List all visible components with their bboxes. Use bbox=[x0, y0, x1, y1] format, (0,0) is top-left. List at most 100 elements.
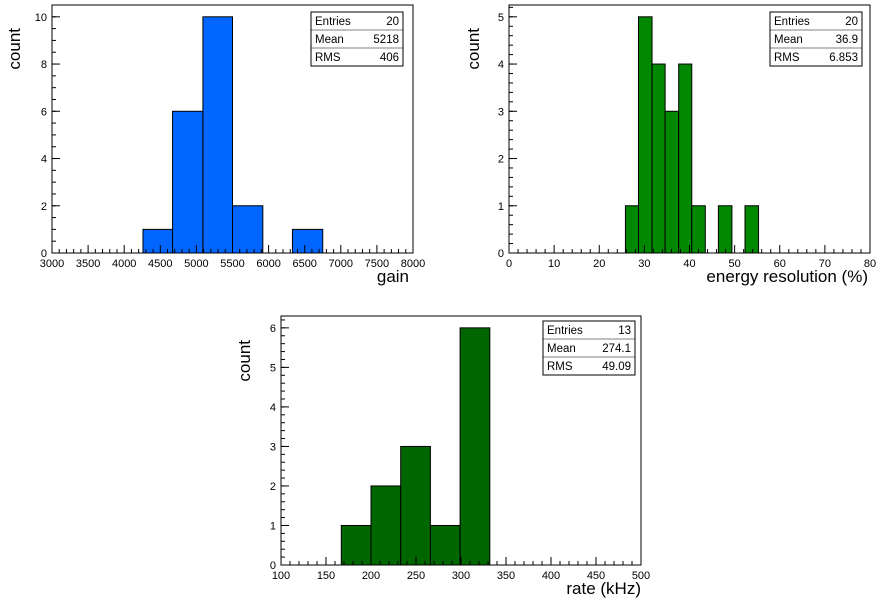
gain-stats-label-1: Mean bbox=[315, 34, 344, 46]
rate-stats-frame bbox=[542, 320, 636, 376]
rate-stats-value-2: 49.09 bbox=[602, 361, 631, 373]
rate-xtick-label-3: 250 bbox=[407, 570, 425, 582]
gain-ytick-label-5: 10 bbox=[35, 12, 47, 24]
energy-resolution-ytick-label-3: 3 bbox=[498, 106, 504, 118]
energy-resolution-stats-value-0: 20 bbox=[845, 16, 858, 28]
gain-ytick-label-0: 0 bbox=[41, 248, 47, 260]
rate-bar-3 bbox=[429, 524, 461, 566]
energy-resolution-stats-label-2: RMS bbox=[774, 52, 800, 64]
gain-y-axis-title: count bbox=[5, 28, 24, 70]
energy-resolution-stats-value-1: 36.9 bbox=[836, 34, 858, 46]
gain-xtick-label-5: 5500 bbox=[220, 258, 244, 270]
energy-resolution-stats-value-2: 6.853 bbox=[829, 52, 858, 64]
energy-resolution-xtick-label-6: 60 bbox=[774, 258, 786, 270]
gain-stats-frame bbox=[310, 11, 404, 67]
gain-ytick-label-2: 4 bbox=[41, 154, 47, 166]
energy-resolution-bar-1 bbox=[638, 16, 653, 254]
rate-ytick-label-3: 3 bbox=[270, 441, 276, 453]
gain-stats-value-0: 20 bbox=[386, 16, 399, 28]
energy-resolution-panel: 0 10 20 30 40 50 60 70 80 0 1 2 3 4 5 energy resolution… bbox=[464, 4, 876, 286]
energy-resolution-stats-box: Entries 20 Mean 36.9 RMS 6.853 bbox=[769, 11, 863, 67]
gain-xtick-label-4: 5000 bbox=[184, 258, 208, 270]
gain-xtick-label-1: 3500 bbox=[76, 258, 100, 270]
energy-resolution-stats-label-0: Entries bbox=[774, 16, 810, 28]
rate-xtick-label-7: 450 bbox=[587, 570, 605, 582]
rate-bar-2 bbox=[400, 445, 431, 566]
rate-panel: 100 150 200 250 300 350 400 450 500 0 1 2 3 4 5 6 rate (… bbox=[235, 315, 650, 598]
energy-resolution-xtick-label-8: 80 bbox=[864, 258, 876, 270]
gain-stats-value-2: 406 bbox=[380, 52, 399, 64]
rate-ytick-label-4: 4 bbox=[270, 402, 276, 414]
rate-ytick-label-6: 6 bbox=[270, 323, 276, 335]
energy-resolution-bar-0 bbox=[624, 205, 640, 254]
energy-resolution-bar-7 bbox=[744, 205, 760, 254]
gain-ytick-label-4: 8 bbox=[41, 59, 47, 71]
gain-bar-3 bbox=[232, 205, 264, 254]
gain-xtick-label-3: 4500 bbox=[148, 258, 172, 270]
gain-xtick-label-8: 7000 bbox=[329, 258, 353, 270]
rate-stats-box: Entries 13 Mean 274.1 RMS 49.09 bbox=[542, 320, 636, 376]
rate-xtick-label-2: 200 bbox=[362, 570, 380, 582]
gain-xtick-label-0: 3000 bbox=[40, 258, 64, 270]
rate-bar-0 bbox=[340, 524, 372, 566]
rate-x-axis-title: rate (kHz) bbox=[566, 579, 641, 598]
rate-stats-value-1: 274.1 bbox=[602, 343, 631, 355]
energy-resolution-bar-4 bbox=[678, 63, 693, 254]
energy-resolution-stats-frame bbox=[769, 11, 863, 67]
rate-ytick-label-0: 0 bbox=[270, 560, 276, 572]
gain-stats-label-0: Entries bbox=[315, 16, 351, 28]
rate-bar-4 bbox=[459, 327, 491, 566]
rate-bar-1 bbox=[370, 485, 402, 566]
energy-resolution-xtick-label-3: 30 bbox=[638, 258, 650, 270]
energy-resolution-stats-label-1: Mean bbox=[774, 34, 803, 46]
rate-xtick-label-0: 100 bbox=[272, 570, 290, 582]
gain-bar-2 bbox=[202, 16, 233, 254]
energy-resolution-ytick-label-4: 4 bbox=[498, 59, 504, 71]
energy-resolution-bar-6 bbox=[717, 205, 733, 254]
rate-stats-label-2: RMS bbox=[547, 361, 573, 373]
rate-xtick-label-1: 150 bbox=[317, 570, 335, 582]
energy-resolution-xtick-label-1: 10 bbox=[548, 258, 560, 270]
energy-resolution-xtick-label-5: 50 bbox=[729, 258, 741, 270]
energy-resolution-bar-5 bbox=[691, 205, 706, 254]
gain-bar-4 bbox=[291, 228, 324, 254]
gain-xtick-label-9: 7500 bbox=[365, 258, 389, 270]
rate-xtick-label-5: 350 bbox=[497, 570, 515, 582]
gain-stats-box: Entries 20 Mean 5218 RMS 406 bbox=[310, 11, 404, 67]
gain-bar-0 bbox=[142, 228, 174, 254]
energy-resolution-ytick-label-0: 0 bbox=[498, 248, 504, 260]
energy-resolution-bar-3 bbox=[664, 110, 680, 254]
gain-xtick-label-10: 8000 bbox=[401, 258, 425, 270]
energy-resolution-bar-2 bbox=[651, 63, 666, 254]
energy-resolution-x-axis-title: energy resolution (%) bbox=[706, 267, 868, 286]
rate-ytick-label-1: 1 bbox=[270, 520, 276, 532]
energy-resolution-xtick-label-0: 0 bbox=[506, 258, 512, 270]
energy-resolution-y-axis-title: count bbox=[464, 28, 483, 70]
rate-stats-label-0: Entries bbox=[547, 325, 583, 337]
energy-resolution-xtick-label-2: 20 bbox=[593, 258, 605, 270]
gain-xtick-label-2: 4000 bbox=[112, 258, 136, 270]
rate-ytick-label-5: 5 bbox=[270, 362, 276, 374]
gain-xtick-label-6: 6000 bbox=[256, 258, 280, 270]
rate-xtick-label-4: 300 bbox=[452, 570, 470, 582]
energy-resolution-ytick-label-2: 2 bbox=[498, 154, 504, 166]
rate-xtick-label-6: 400 bbox=[542, 570, 560, 582]
gain-bar-1 bbox=[172, 110, 204, 254]
energy-resolution-ytick-label-5: 5 bbox=[498, 12, 504, 24]
rate-ytick-label-2: 2 bbox=[270, 481, 276, 493]
gain-stats-value-1: 5218 bbox=[373, 34, 399, 46]
gain-xtick-label-7: 6500 bbox=[292, 258, 316, 270]
gain-panel: 3000 3500 4000 4500 5000 5500 6000 6500 7000 7500… bbox=[5, 4, 425, 286]
rate-y-axis-title: count bbox=[235, 340, 254, 382]
gain-stats-label-2: RMS bbox=[315, 52, 341, 64]
energy-resolution-xtick-label-4: 40 bbox=[683, 258, 695, 270]
energy-resolution-xtick-label-7: 70 bbox=[819, 258, 831, 270]
gain-ytick-label-1: 2 bbox=[41, 201, 47, 213]
rate-xtick-label-8: 500 bbox=[632, 570, 650, 582]
energy-resolution-ytick-label-1: 1 bbox=[498, 201, 504, 213]
gain-ytick-label-3: 6 bbox=[41, 106, 47, 118]
rate-stats-value-0: 13 bbox=[618, 325, 631, 337]
rate-stats-label-1: Mean bbox=[547, 343, 576, 355]
gain-x-axis-title: gain bbox=[377, 267, 409, 286]
